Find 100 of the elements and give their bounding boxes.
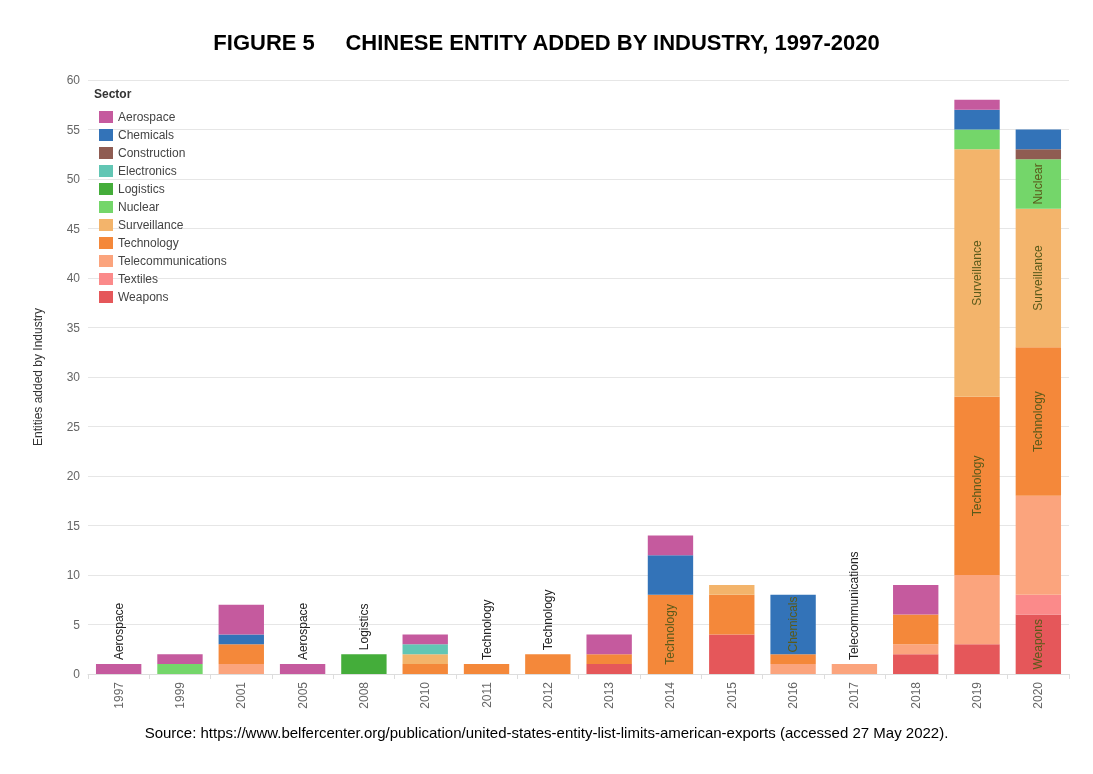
bar	[647, 555, 694, 595]
bar	[157, 654, 203, 665]
y-tick-label: 40	[66, 271, 81, 285]
bar	[647, 594, 694, 674]
bar	[893, 644, 939, 655]
legend-label: Chemicals	[118, 128, 175, 142]
data-label: Chemicals	[786, 596, 801, 653]
annotation: Telecommunications	[847, 551, 862, 661]
bar	[1015, 594, 1062, 615]
legend-label: Surveillance	[118, 218, 184, 232]
bar	[1015, 149, 1062, 160]
annotation: Logistics	[356, 603, 371, 651]
bar	[341, 654, 387, 674]
bar	[647, 535, 694, 556]
data-label: Surveillance	[970, 240, 985, 306]
bar	[218, 604, 264, 635]
bar	[218, 664, 264, 674]
x-tick-label: 2019	[970, 681, 985, 709]
x-tick-label: 2018	[908, 681, 923, 709]
y-tick-label: 0	[73, 667, 81, 681]
bar	[831, 664, 878, 674]
legend-label: Electronics	[118, 164, 177, 178]
bar	[954, 575, 1000, 645]
x-tick-label: 2015	[724, 681, 739, 709]
bar	[157, 664, 203, 674]
legend-title: Sector	[94, 87, 132, 101]
bar	[402, 634, 448, 645]
bar	[1015, 129, 1062, 150]
x-tick-label: 1999	[172, 681, 187, 709]
x-tick-label: 2016	[786, 681, 801, 709]
x-tick-label: 2001	[234, 681, 249, 709]
y-tick-label: 15	[66, 518, 81, 533]
bar	[1015, 159, 1062, 209]
bar	[586, 654, 632, 665]
bar	[1015, 495, 1062, 595]
y-tick-label: 45	[66, 221, 81, 236]
x-tick-label: 2011	[479, 681, 494, 708]
y-tick-label: 55	[66, 122, 81, 137]
x-tick-label: 2012	[540, 681, 555, 709]
y-tick-label: 50	[66, 172, 81, 186]
bar	[463, 664, 510, 674]
bar	[770, 654, 816, 665]
annotation: Aerospace	[111, 602, 126, 661]
bar	[586, 664, 632, 674]
bar	[402, 664, 448, 674]
bar	[954, 149, 1000, 397]
x-tick-label: 2010	[418, 681, 433, 709]
chart-title: FIGURE 5 CHINESE ENTITY ADDED BY INDUSTRY, 1997-2020	[213, 29, 880, 55]
annotation: Aerospace	[295, 602, 310, 661]
bar	[893, 614, 939, 645]
y-tick-label: 25	[66, 419, 81, 434]
bar	[95, 664, 142, 674]
bar	[402, 644, 448, 655]
x-tick-label: 2013	[602, 681, 617, 709]
bar	[525, 654, 571, 674]
bar	[279, 664, 326, 674]
x-tick-label: 2017	[847, 681, 862, 709]
bar	[954, 109, 1000, 130]
data-label: Technology	[663, 604, 678, 665]
y-tick-label: 30	[66, 370, 81, 384]
y-tick-label: 60	[66, 73, 81, 87]
y-tick-label: 5	[73, 617, 81, 632]
bar	[586, 634, 632, 655]
bar	[1015, 347, 1062, 496]
source-note: Source: https://www.belfercenter.org/publication/united-states-entity-list-limits-american-exports (accessed 27 May 2022).	[144, 724, 949, 741]
y-tick-label: 20	[66, 469, 81, 483]
legend-label: Logistics	[118, 182, 165, 196]
y-axis-title: Entities added by Industry	[31, 307, 45, 447]
legend-label: Technology	[118, 236, 179, 250]
legend-label: Aerospace	[118, 110, 176, 124]
legend-label: Weapons	[118, 290, 169, 304]
annotation: Technology	[479, 599, 494, 661]
data-label: Weapons	[1031, 619, 1046, 670]
legend-label: Nuclear	[118, 200, 160, 214]
bar	[709, 584, 755, 595]
bar	[1015, 208, 1062, 348]
data-label: Technology	[1031, 391, 1046, 452]
bar	[954, 129, 1000, 150]
y-tick-label: 35	[66, 320, 81, 335]
bar	[954, 99, 1000, 110]
data-label: Technology	[970, 455, 985, 517]
bar	[893, 584, 939, 615]
annotation: Technology	[540, 589, 555, 651]
bar	[218, 644, 264, 665]
legend-label: Telecommunications	[118, 254, 227, 268]
data-label: Surveillance	[1031, 244, 1046, 311]
bar	[218, 634, 264, 645]
legend-label: Construction	[118, 146, 186, 160]
bar	[402, 654, 448, 665]
x-tick-label: 2008	[356, 681, 371, 709]
bar	[893, 654, 939, 674]
x-tick-label: 1997	[111, 681, 126, 709]
bar	[954, 396, 1000, 575]
data-label: Nuclear	[1031, 163, 1046, 205]
bar	[770, 594, 816, 655]
bar	[770, 664, 816, 674]
x-tick-label: 2020	[1031, 681, 1046, 709]
legend-label: Textiles	[118, 272, 159, 286]
x-tick-label: 2005	[295, 681, 310, 709]
x-tick-label: 2014	[663, 681, 678, 709]
